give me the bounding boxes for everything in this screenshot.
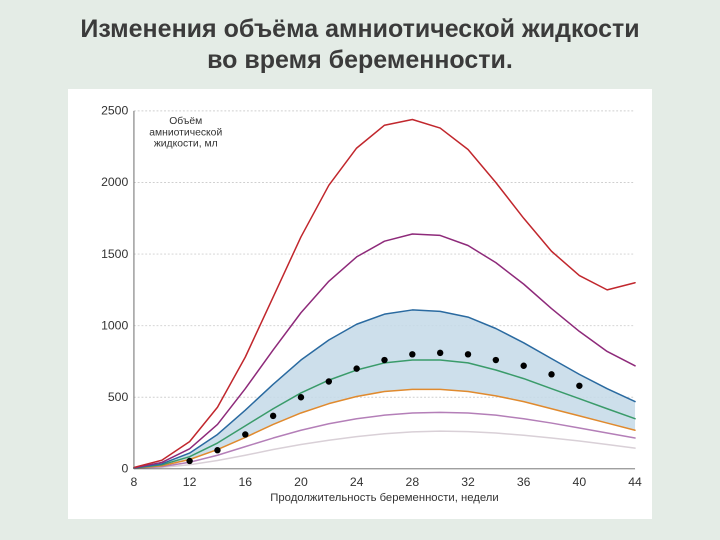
svg-text:44: 44: [628, 474, 642, 488]
svg-text:20: 20: [294, 474, 308, 488]
svg-text:500: 500: [108, 390, 129, 404]
svg-text:8: 8: [131, 474, 138, 488]
svg-text:амниотической: амниотической: [149, 127, 222, 138]
svg-text:Продолжительность беременности: Продолжительность беременности, недели: [270, 491, 498, 503]
svg-text:40: 40: [573, 474, 587, 488]
svg-text:36: 36: [517, 474, 531, 488]
svg-text:1500: 1500: [101, 246, 128, 260]
slide: Изменения объёма амниотической жидкости …: [0, 0, 720, 540]
amniotic-volume-chart: 0 500 1000 1500 2000 2500 8 12 16 20 24 28 32 36 40 44 О…: [68, 89, 652, 519]
svg-text:жидкости, мл: жидкости, мл: [154, 138, 218, 149]
svg-text:0: 0: [121, 461, 128, 475]
svg-text:2000: 2000: [101, 175, 128, 189]
svg-text:2500: 2500: [101, 103, 128, 117]
svg-text:1000: 1000: [101, 318, 128, 332]
title-line-2: во время беременности.: [207, 46, 513, 74]
svg-text:24: 24: [350, 474, 364, 488]
chart-area: 0 500 1000 1500 2000 2500 8 12 16 20 24 28 32 36 40 44 О…: [68, 89, 652, 519]
page-title: Изменения объёма амниотической жидкости …: [18, 14, 702, 83]
svg-text:32: 32: [461, 474, 475, 488]
svg-text:Объём: Объём: [169, 115, 202, 127]
svg-text:16: 16: [238, 474, 252, 488]
title-line-1: Изменения объёма амниотической жидкости: [80, 15, 639, 43]
svg-text:12: 12: [183, 474, 197, 488]
svg-text:28: 28: [406, 474, 420, 488]
